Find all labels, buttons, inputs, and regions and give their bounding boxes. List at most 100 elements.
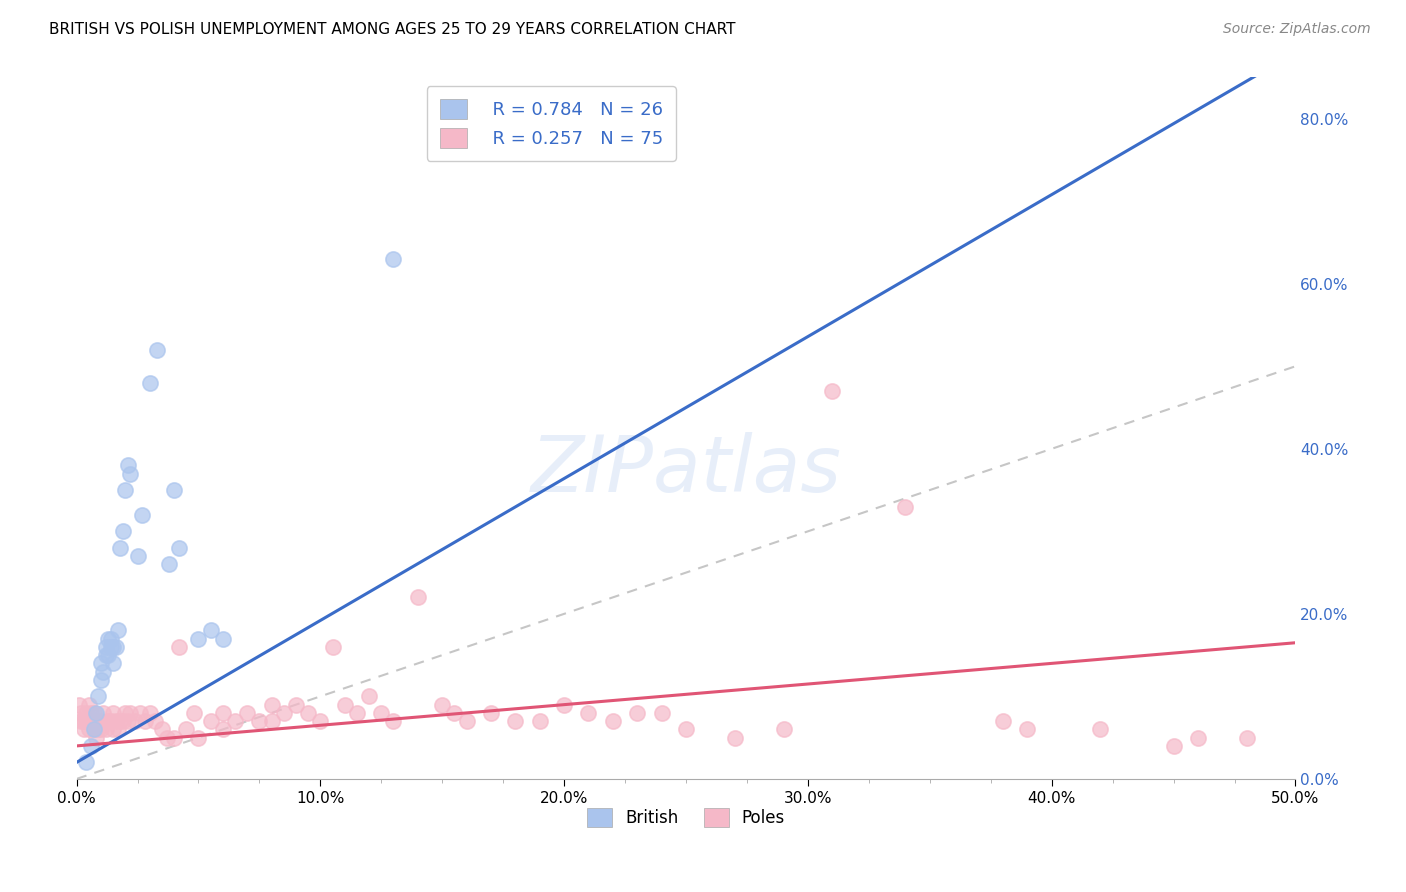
Point [187, 731, 209, 745]
Point [183, 706, 205, 720]
Legend: British, Poles: British, Poles [581, 802, 792, 834]
Point [236, 706, 259, 720]
Point [94, 648, 117, 662]
Point [578, 706, 600, 720]
Point [84, 706, 107, 720]
Point [167, 541, 190, 555]
Point [273, 706, 295, 720]
Point [1187, 731, 1209, 745]
Point [97, 632, 120, 646]
Point [87, 714, 110, 728]
Point [111, 714, 134, 728]
Point [187, 632, 209, 646]
Point [110, 541, 132, 555]
Point [370, 706, 392, 720]
Point [90, 723, 112, 737]
Point [70, 714, 93, 728]
Point [553, 698, 575, 712]
Point [432, 698, 454, 712]
Point [247, 714, 270, 728]
Point [77, 698, 100, 712]
Point [724, 731, 747, 745]
Point [146, 343, 169, 357]
Point [80, 706, 103, 720]
Point [129, 706, 152, 720]
Point [80, 714, 103, 728]
Point [83, 723, 105, 737]
Point [163, 731, 186, 745]
Point [309, 714, 332, 728]
Point [346, 706, 368, 720]
Point [894, 500, 917, 514]
Point [651, 706, 673, 720]
Point [1236, 731, 1258, 745]
Point [150, 723, 173, 737]
Point [100, 714, 122, 728]
Point [117, 714, 139, 728]
Point [101, 706, 124, 720]
Point [101, 723, 124, 737]
Point [211, 723, 233, 737]
Point [138, 706, 160, 720]
Point [90, 657, 112, 671]
Point [359, 690, 381, 704]
Point [322, 640, 344, 654]
Point [1163, 739, 1185, 753]
Point [138, 376, 160, 390]
Point [110, 714, 132, 728]
Point [73, 714, 96, 728]
Point [406, 591, 429, 605]
Point [626, 706, 648, 720]
Point [80, 739, 103, 753]
Point [107, 723, 129, 737]
Point [200, 714, 222, 728]
Point [97, 714, 120, 728]
Point [73, 723, 96, 737]
Point [443, 706, 465, 720]
Point [382, 714, 405, 728]
Point [104, 714, 127, 728]
Point [260, 698, 283, 712]
Point [83, 706, 105, 720]
Point [90, 673, 112, 687]
Text: Source: ZipAtlas.com: Source: ZipAtlas.com [1223, 22, 1371, 37]
Point [127, 549, 149, 563]
Point [117, 458, 139, 473]
Point [94, 723, 117, 737]
Point [87, 690, 110, 704]
Point [100, 640, 122, 654]
Text: BRITISH VS POLISH UNEMPLOYMENT AMONG AGES 25 TO 29 YEARS CORRELATION CHART: BRITISH VS POLISH UNEMPLOYMENT AMONG AGE… [49, 22, 735, 37]
Point [1090, 723, 1112, 737]
Point [94, 640, 117, 654]
Point [174, 723, 197, 737]
Point [84, 714, 107, 728]
Point [67, 698, 90, 712]
Point [124, 714, 146, 728]
Point [456, 714, 478, 728]
Point [200, 624, 222, 638]
Point [675, 723, 697, 737]
Point [260, 714, 283, 728]
Point [131, 508, 153, 522]
Point [382, 252, 405, 266]
Point [284, 698, 307, 712]
Point [134, 714, 156, 728]
Point [120, 467, 142, 481]
Point [529, 714, 551, 728]
Point [97, 648, 120, 662]
Point [75, 756, 97, 770]
Point [104, 640, 127, 654]
Point [505, 714, 527, 728]
Point [1017, 723, 1039, 737]
Point [75, 706, 97, 720]
Point [163, 483, 186, 497]
Point [90, 714, 112, 728]
Point [297, 706, 319, 720]
Point [111, 524, 134, 539]
Point [84, 731, 107, 745]
Point [101, 657, 124, 671]
Point [77, 714, 100, 728]
Point [87, 723, 110, 737]
Point [772, 723, 794, 737]
Text: ZIPatlas: ZIPatlas [530, 433, 841, 508]
